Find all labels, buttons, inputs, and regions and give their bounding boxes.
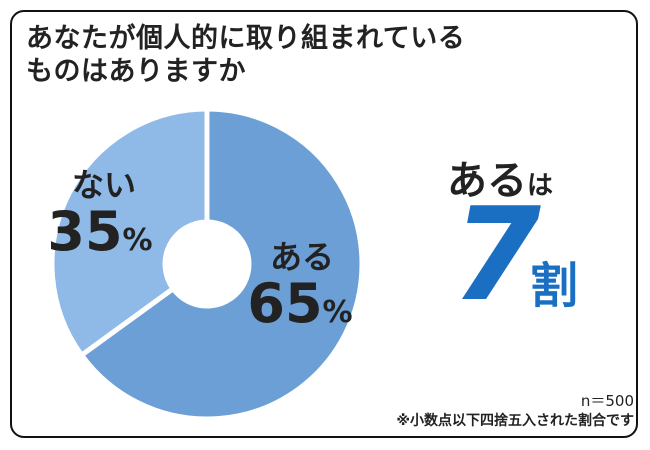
chart-title-line-2: ものはありますか — [26, 56, 246, 87]
chart-title-line-1: あなたが個人的に取り組まれている — [26, 23, 466, 54]
highlight-number: 7 — [452, 181, 542, 330]
rounding-note: ※小数点以下四捨五入された割合です — [396, 413, 634, 429]
highlight-word: ある — [447, 158, 527, 204]
slice-value-label: 35% — [47, 200, 152, 263]
slice-value-label: 65% — [247, 272, 352, 335]
donut-hole — [165, 222, 249, 306]
highlight-heading: あるは — [447, 148, 553, 206]
highlight-particle: は — [527, 171, 554, 201]
slice-label: ある — [270, 238, 334, 276]
highlight-unit: 割 — [530, 258, 579, 314]
sample-size: n＝500 — [580, 392, 634, 410]
slice-label: ない — [72, 166, 136, 204]
chart-title: あなたが個人的に取り組まれている ものはありますか — [26, 22, 465, 88]
